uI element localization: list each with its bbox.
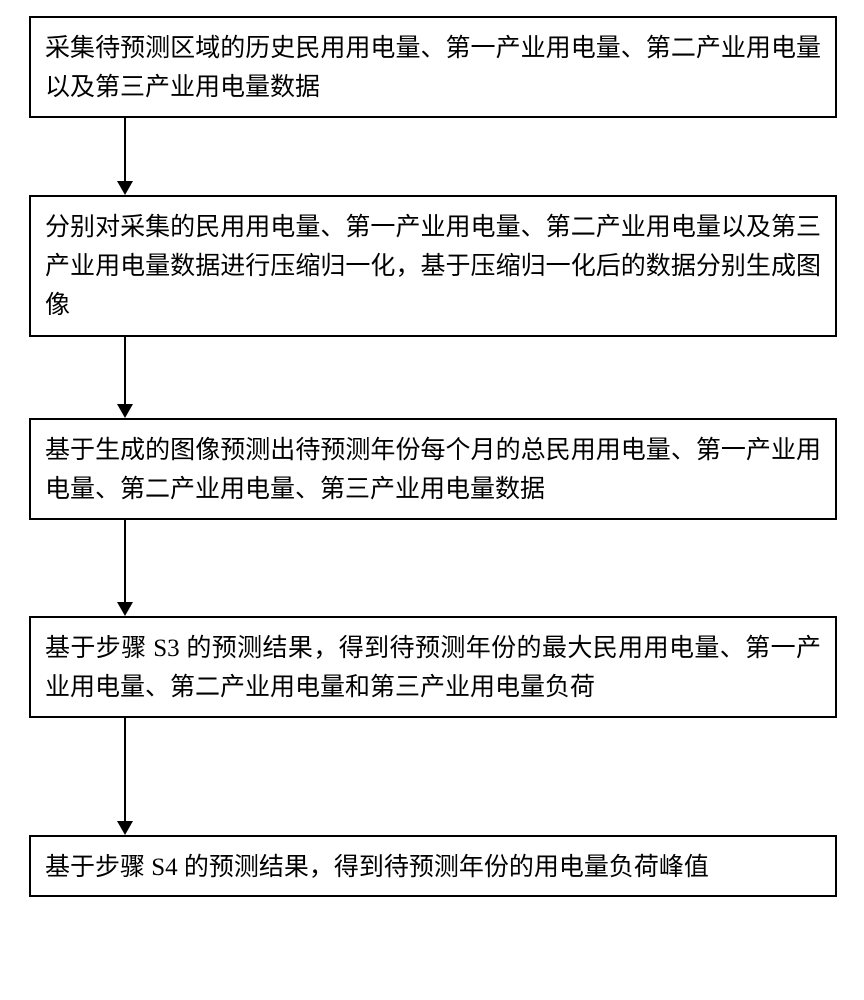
flow-node-text: 采集待预测区域的历史民用用电量、第一产业用电量、第二产业用电量以及第三产业用电量… (45, 35, 821, 101)
flow-node-step3: 基于生成的图像预测出待预测年份每个月的总民用用电量、第一产业用电量、第二产业用电… (29, 418, 837, 520)
flowchart-canvas: 采集待预测区域的历史民用用电量、第一产业用电量、第二产业用电量以及第三产业用电量… (0, 0, 864, 1000)
arrow-shaft (124, 337, 126, 404)
flow-node-step4: 基于步骤 S3 的预测结果，得到待预测年份的最大民用用电量、第一产业用电量、第二… (29, 616, 837, 718)
flow-node-text: 基于步骤 S3 的预测结果，得到待预测年份的最大民用用电量、第一产业用电量、第二… (45, 635, 821, 701)
arrow-shaft (124, 520, 126, 602)
flow-node-step2: 分别对采集的民用用电量、第一产业用电量、第二产业用电量以及第三产业用电量数据进行… (29, 195, 837, 337)
flow-node-text: 基于生成的图像预测出待预测年份每个月的总民用用电量、第一产业用电量、第二产业用电… (45, 437, 821, 503)
arrow-head-icon (117, 602, 133, 616)
flow-node-step1: 采集待预测区域的历史民用用电量、第一产业用电量、第二产业用电量以及第三产业用电量… (29, 16, 837, 118)
arrow-head-icon (117, 821, 133, 835)
flow-node-text: 基于步骤 S4 的预测结果，得到待预测年份的用电量负荷峰值 (45, 854, 709, 881)
arrow-shaft (124, 118, 126, 181)
arrow-head-icon (117, 404, 133, 418)
arrow-head-icon (117, 181, 133, 195)
flow-node-step5: 基于步骤 S4 的预测结果，得到待预测年份的用电量负荷峰值 (29, 835, 837, 897)
flow-node-text: 分别对采集的民用用电量、第一产业用电量、第二产业用电量以及第三产业用电量数据进行… (45, 214, 821, 319)
arrow-shaft (124, 718, 126, 821)
